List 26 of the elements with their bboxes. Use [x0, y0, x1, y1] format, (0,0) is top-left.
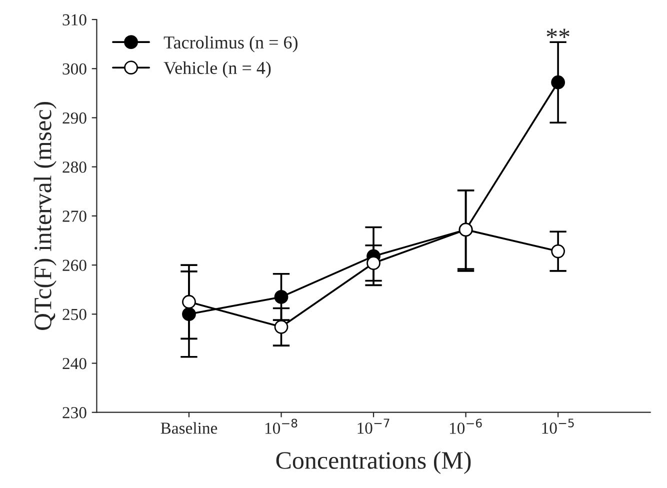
x-tick-label: 10$^{−6}$ — [450, 418, 482, 434]
point — [366, 256, 380, 270]
point — [182, 294, 196, 309]
y-tick-label: 300 — [62, 63, 86, 75]
legend-label: Vehicle (n = 4) — [164, 61, 271, 78]
y-tick-label: 270 — [62, 210, 86, 222]
y-tick-label: 280 — [62, 162, 86, 173]
x-axis-title: Concentrations (M) — [276, 451, 471, 474]
y-tick-label: 240 — [62, 358, 86, 370]
y-tick-label: 250 — [62, 308, 86, 320]
point — [274, 290, 288, 304]
y-axis-title: QTc(F) interval (msec) — [34, 102, 56, 330]
annotation: ** — [546, 28, 570, 38]
y-tick-label: 230 — [62, 407, 86, 418]
y-tick-label: 260 — [62, 260, 86, 271]
legend-label: Tacrolimus (n = 6) — [164, 36, 298, 52]
x-tick-label: 10$^{−5}$ — [542, 418, 574, 434]
y-tick-label: 310 — [62, 14, 86, 26]
point — [551, 75, 565, 90]
x-tick-label: 10$^{−7}$ — [358, 418, 390, 434]
y-tick-label: 290 — [62, 112, 86, 124]
x-tick-label: Baseline — [160, 422, 218, 434]
point — [551, 244, 565, 258]
point — [182, 307, 196, 322]
point — [274, 320, 288, 334]
x-tick-label: 10$^{−8}$ — [265, 418, 298, 434]
